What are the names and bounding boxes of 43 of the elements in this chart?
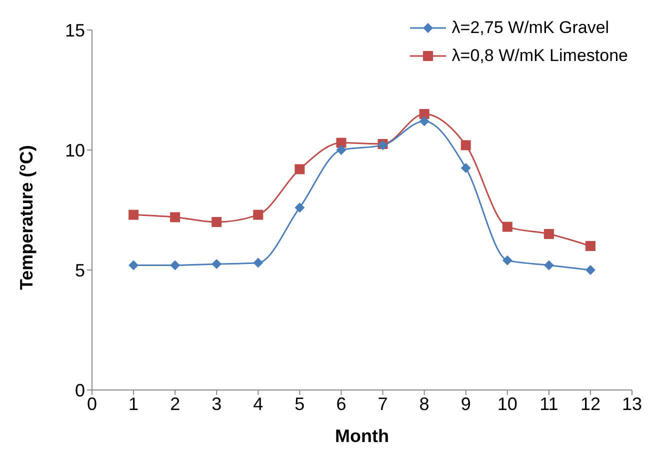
x-tick-label: 1 — [128, 394, 139, 414]
legend-label: λ=0,8 W/mK Limestone — [452, 45, 628, 67]
point — [544, 260, 554, 270]
point — [460, 163, 471, 173]
point — [460, 140, 471, 150]
y-tick-label: 5 — [74, 260, 85, 280]
point — [128, 260, 139, 270]
x-tick-label: 5 — [294, 394, 305, 414]
x-tick-label: 7 — [378, 394, 388, 414]
point — [170, 212, 180, 222]
point — [336, 145, 346, 155]
point — [294, 202, 305, 213]
x-tick-label: 12 — [580, 394, 600, 414]
x-tick-label: 4 — [253, 394, 264, 414]
point — [170, 260, 180, 270]
y-tick-label: 10 — [64, 140, 85, 160]
point — [585, 265, 596, 275]
point — [212, 217, 222, 227]
x-tick-label: 8 — [419, 394, 430, 414]
point — [253, 210, 264, 220]
y-tick-label: 15 — [64, 20, 85, 40]
x-tick-label: 9 — [460, 394, 471, 414]
point — [502, 222, 512, 232]
x-axis-title: Month — [335, 426, 389, 446]
x-tick-label: 10 — [497, 394, 518, 414]
x-tick-label: 6 — [336, 394, 346, 414]
x-tick-label: 13 — [622, 394, 642, 414]
point — [585, 241, 596, 251]
point — [128, 210, 139, 220]
point — [502, 255, 512, 266]
legend-label: λ=2,75 W/mK Gravel — [452, 17, 610, 39]
point — [294, 164, 305, 174]
x-tick-label: 11 — [540, 394, 558, 414]
point — [253, 258, 264, 268]
y-axis-title: Temperature (°C) — [16, 145, 36, 290]
point — [419, 109, 430, 119]
x-tick-label: 2 — [170, 394, 180, 414]
point — [544, 229, 554, 239]
point — [212, 259, 222, 269]
x-tick-label: 3 — [212, 394, 222, 414]
point — [336, 138, 346, 148]
y-tick-label: 0 — [74, 380, 85, 400]
point — [419, 116, 430, 126]
